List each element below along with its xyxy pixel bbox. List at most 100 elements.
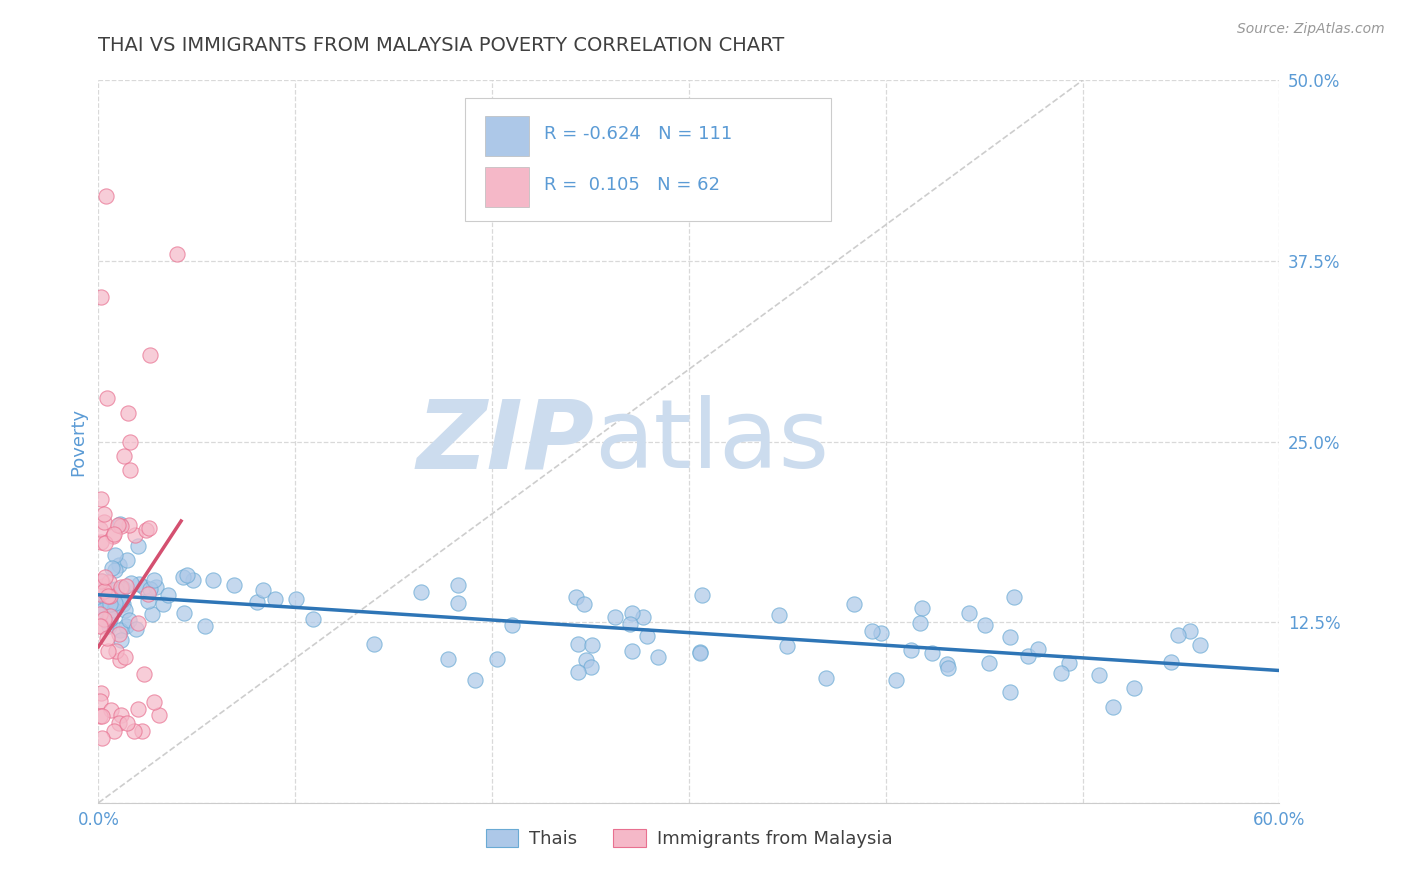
Point — [689, 646, 711, 660]
Point — [114, 603, 136, 617]
Point — [776, 639, 799, 653]
Point — [114, 619, 136, 633]
Point — [139, 582, 162, 596]
Point — [1049, 666, 1071, 681]
Point — [689, 645, 711, 659]
Point — [112, 449, 135, 463]
Point — [91, 579, 114, 593]
Point — [957, 606, 980, 620]
Point — [152, 597, 174, 611]
Point — [815, 671, 838, 685]
Point — [115, 716, 138, 731]
Point — [921, 646, 943, 660]
Point — [108, 517, 131, 532]
Point — [110, 580, 132, 594]
Point — [93, 612, 115, 626]
Point — [605, 610, 627, 624]
Point — [172, 570, 194, 584]
Point — [91, 731, 114, 745]
Point — [93, 535, 115, 549]
Point — [447, 578, 470, 592]
Point — [575, 653, 598, 667]
Point — [501, 617, 523, 632]
Point — [89, 522, 111, 536]
Point — [141, 607, 163, 622]
Point — [166, 246, 188, 260]
Point — [870, 626, 893, 640]
Point — [464, 673, 486, 688]
Point — [127, 540, 149, 554]
Point — [90, 686, 112, 700]
Point — [111, 593, 134, 607]
Point — [89, 607, 111, 621]
Point — [127, 702, 149, 716]
Point — [621, 643, 644, 657]
Point — [884, 673, 907, 688]
Point — [252, 583, 274, 598]
FancyBboxPatch shape — [485, 116, 530, 156]
Text: R = -0.624   N = 111: R = -0.624 N = 111 — [544, 126, 733, 144]
Legend: Thais, Immigrants from Malaysia: Thais, Immigrants from Malaysia — [478, 822, 900, 855]
Point — [143, 573, 166, 587]
Point — [647, 650, 669, 665]
Point — [998, 685, 1021, 699]
Point — [108, 593, 131, 607]
Point — [1167, 628, 1189, 642]
Point — [1002, 590, 1025, 604]
Point — [97, 644, 120, 658]
Point — [108, 653, 131, 667]
Point — [842, 597, 865, 611]
Point — [89, 694, 111, 708]
Point — [447, 596, 470, 610]
Point — [284, 591, 307, 606]
Point — [136, 587, 159, 601]
Point — [246, 595, 269, 609]
Point — [486, 652, 509, 666]
Point — [104, 563, 127, 577]
Point — [96, 593, 118, 607]
Point — [564, 590, 586, 604]
Y-axis label: Poverty: Poverty — [69, 408, 87, 475]
Point — [572, 597, 595, 611]
Point — [100, 703, 122, 717]
Point — [104, 596, 127, 610]
Point — [176, 567, 198, 582]
Point — [97, 589, 120, 603]
Point — [120, 463, 142, 477]
Point — [103, 723, 125, 738]
Point — [132, 667, 155, 681]
Point — [89, 619, 111, 633]
Point — [138, 521, 160, 535]
Text: Source: ZipAtlas.com: Source: ZipAtlas.com — [1237, 22, 1385, 37]
Point — [120, 575, 142, 590]
Point — [437, 652, 460, 666]
Point — [936, 657, 959, 671]
Point — [621, 606, 644, 620]
Point — [110, 707, 132, 722]
Point — [115, 579, 138, 593]
Point — [201, 573, 224, 587]
Point — [117, 518, 139, 533]
Point — [91, 599, 114, 613]
Point — [222, 577, 245, 591]
Point — [148, 708, 170, 723]
Point — [91, 585, 114, 599]
Point — [120, 434, 142, 449]
Point — [1026, 641, 1049, 656]
Point — [998, 630, 1021, 644]
Point — [567, 637, 589, 651]
Point — [977, 656, 1000, 670]
Point — [567, 665, 589, 679]
Point — [1160, 655, 1182, 669]
Point — [263, 591, 285, 606]
Point — [105, 582, 128, 596]
Point — [115, 553, 138, 567]
Point — [103, 548, 125, 562]
Point — [101, 529, 124, 543]
Point — [89, 709, 111, 723]
Point — [97, 581, 120, 595]
Point — [96, 631, 118, 645]
Point — [911, 601, 934, 615]
Point — [108, 716, 131, 731]
Point — [90, 290, 112, 304]
